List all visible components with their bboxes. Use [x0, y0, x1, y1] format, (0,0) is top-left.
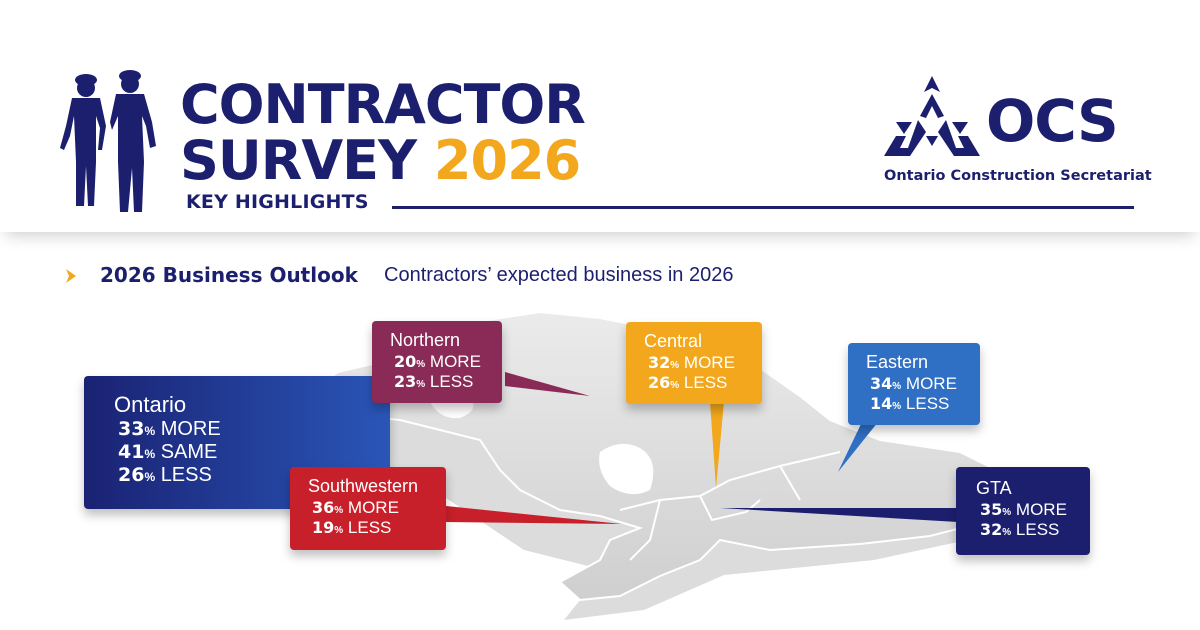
gta-pointer	[720, 508, 958, 522]
region-name: Ontario	[114, 392, 187, 417]
header-band	[0, 0, 1200, 232]
stat-less: 14% LESS	[870, 394, 950, 414]
region-name: GTA	[976, 478, 1012, 498]
region-name: Eastern	[866, 352, 929, 372]
stat-more: 34% MORE	[870, 373, 957, 393]
ocs-logo-icon	[884, 76, 980, 156]
title-survey: SURVEY	[180, 129, 417, 192]
key-highlights-label: KEY HIGHLIGHTS	[186, 191, 369, 213]
stat-less: 26% LESS	[648, 373, 728, 393]
stat-more: 33% MORE	[118, 418, 221, 441]
ocs-logo-text: OCS	[986, 87, 1119, 155]
northern-pointer	[505, 372, 590, 396]
central-pointer	[710, 402, 724, 488]
section-subtitle: Contractors’ expected business in 2026	[384, 264, 734, 286]
southwestern-pointer	[446, 506, 622, 524]
central-callout: Central 32% MORE 26% LESS	[626, 322, 762, 404]
header-divider	[392, 206, 1134, 209]
ocs-caption: Ontario Construction Secretariat	[884, 168, 1152, 184]
southwestern-callout: Southwestern 36% MORE 19% LESS	[290, 467, 446, 550]
title-line-2: SURVEY 2026	[180, 134, 581, 188]
construction-workers-icon	[60, 70, 156, 212]
stat-less: 19% LESS	[312, 518, 392, 538]
region-name: Central	[644, 331, 703, 351]
region-name: Northern	[390, 330, 461, 350]
section-title: 2026 Business Outlook	[100, 263, 358, 287]
stat-more: 35% MORE	[980, 499, 1067, 519]
gta-callout: GTA 35% MORE 32% LESS	[956, 467, 1090, 555]
region-name: Southwestern	[308, 476, 419, 496]
eastern-pointer	[838, 422, 878, 472]
map-lake-huron	[599, 443, 654, 495]
title-line-1: CONTRACTOR	[180, 73, 586, 136]
title-year: 2026	[433, 129, 581, 192]
ontario-callout-content: Ontario 33% MORE 41% SAME 26% LESS	[114, 392, 221, 487]
northern-callout: Northern 20% MORE 23% LESS	[372, 321, 502, 403]
eastern-callout: Eastern 34% MORE 14% LESS	[848, 343, 980, 425]
stat-more: 32% MORE	[648, 352, 735, 372]
stat-less: 26% LESS	[118, 464, 212, 487]
chevron-right-icon	[66, 269, 76, 283]
stat-more: 20% MORE	[394, 351, 481, 371]
stat-more: 36% MORE	[312, 497, 399, 517]
stat-less: 32% LESS	[980, 520, 1060, 540]
stat-less: 23% LESS	[394, 372, 474, 392]
stat-same: 41% SAME	[118, 441, 218, 464]
